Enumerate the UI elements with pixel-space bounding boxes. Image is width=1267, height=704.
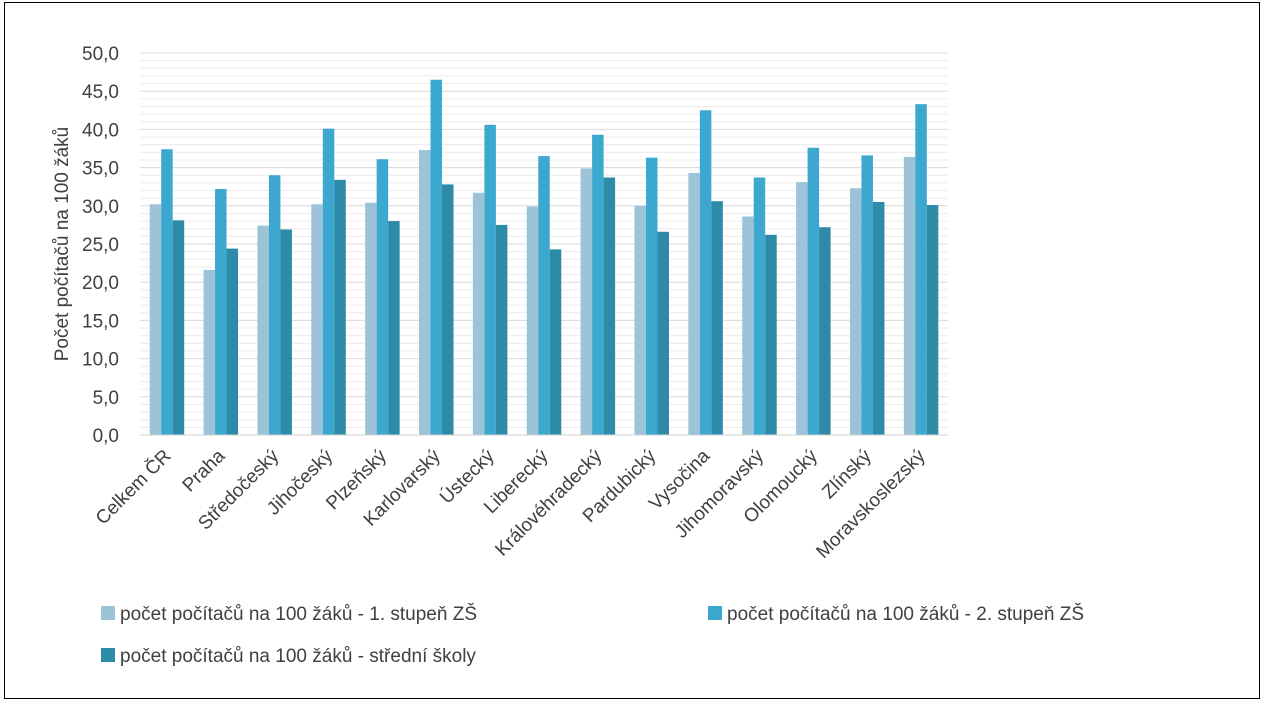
bar <box>657 231 669 435</box>
bar <box>442 184 454 435</box>
bars <box>149 79 939 436</box>
bar <box>580 168 593 435</box>
bar <box>526 206 539 435</box>
legend-label: počet počítačů na 100 žáků - 2. stupeň Z… <box>727 603 1084 625</box>
bar <box>634 205 646 435</box>
bar <box>645 157 658 435</box>
bar <box>268 175 281 436</box>
bar <box>280 229 292 435</box>
y-axis-ticks: 0,0 5,0 10,0 15,0 20,0 25,0 30,0 35,0 40,0 45,0 50… <box>82 44 119 447</box>
bar <box>849 188 862 435</box>
bar <box>149 204 162 435</box>
bar <box>915 104 927 436</box>
legend-label: počet počítačů na 100 žáků - střední ško… <box>120 646 476 667</box>
bar <box>603 177 616 436</box>
legend-label: počet počítačů na 100 žáků - 1. stupeň Z… <box>120 603 477 625</box>
y-tick-label: 0,0 <box>93 426 119 447</box>
bar <box>903 156 916 436</box>
legend-swatch <box>101 606 115 620</box>
bar <box>172 220 185 435</box>
bar <box>334 179 346 435</box>
bar <box>257 225 269 435</box>
bar <box>538 156 550 435</box>
bar <box>419 150 431 435</box>
bar <box>549 249 562 435</box>
y-tick-label: 45,0 <box>82 82 119 103</box>
bar <box>699 110 712 436</box>
bar <box>430 79 443 436</box>
bar <box>742 216 754 435</box>
y-tick-label: 10,0 <box>82 350 119 371</box>
x-axis-ticks: Celkem ČR PrahaStředočeskýJihočeskýPlzeňs… <box>91 445 930 563</box>
bar <box>711 201 723 435</box>
bar <box>872 201 885 435</box>
legend-swatch <box>101 648 115 662</box>
y-tick-label: 50,0 <box>82 44 119 65</box>
bar <box>753 177 766 436</box>
x-tick-label: Praha <box>179 445 230 496</box>
bar <box>484 124 496 435</box>
bar <box>819 227 831 435</box>
y-tick-label: 15,0 <box>82 311 119 332</box>
bar <box>796 182 808 435</box>
bar <box>926 205 939 435</box>
legend-swatch <box>708 606 722 620</box>
bar <box>807 147 820 435</box>
bar <box>388 221 400 435</box>
bar <box>215 188 227 435</box>
bar <box>688 172 700 435</box>
bar <box>322 128 335 436</box>
legend: počet počítačů na 100 žáků - 1. stupeň Z… <box>101 603 1084 667</box>
y-tick-label: 20,0 <box>82 273 119 294</box>
bar <box>861 155 873 435</box>
y-tick-label: 30,0 <box>82 197 119 218</box>
x-tick-label: Celkem ČR <box>91 445 175 529</box>
bar <box>472 192 485 435</box>
bar <box>592 134 604 436</box>
bar <box>311 204 323 435</box>
bar <box>226 248 239 435</box>
y-tick-label: 25,0 <box>82 235 119 256</box>
bar <box>203 269 216 435</box>
bar <box>365 202 377 435</box>
bar <box>376 159 389 436</box>
bar <box>765 234 777 435</box>
y-tick-label: 5,0 <box>93 388 119 409</box>
y-tick-label: 40,0 <box>82 120 119 141</box>
bar <box>495 224 508 435</box>
y-axis-label: Počet počítačů na 100 žáků <box>52 127 73 362</box>
y-tick-label: 35,0 <box>82 159 119 180</box>
bar <box>161 149 173 435</box>
